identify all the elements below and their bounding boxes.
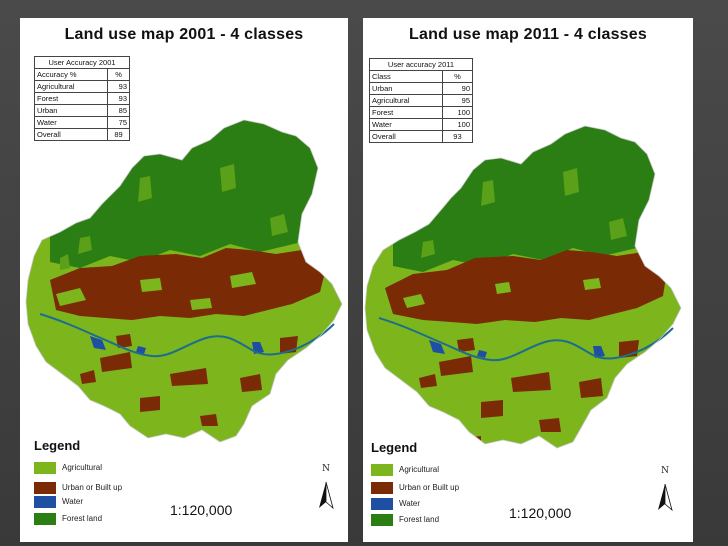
table-header-cell: % [107,68,130,81]
legend-swatch [371,498,393,510]
legend-swatch [371,514,393,526]
legend-swatch [371,464,393,476]
table-row: Forest 93 [33,92,130,105]
accuracy-table-2001: User Accuracy 2001 Accuracy % % Agricult… [33,56,130,141]
legend-label: Agricultural [62,463,103,472]
map-scale: 1:120,000 [509,505,572,521]
table-row: Agricultural 93 [33,80,130,93]
legend-swatch [34,482,56,494]
land-use-map-2011 [364,125,682,449]
north-arrow-icon: N [314,464,338,512]
legend-label: Water [62,497,84,506]
table-header-cell: Accuracy % [33,68,109,81]
table-row: Agricultural 95 [369,94,474,107]
table-row: Overall 93 [369,130,474,143]
legend-swatch [34,462,56,474]
table-row: Forest 100 [369,106,474,119]
legend-swatch [371,482,393,494]
legend-label: Forest land [62,514,103,523]
north-arrow-shape [319,481,334,510]
legend-swatch [34,496,56,508]
map-panel-2001: Land use map 2001 - 4 classes User Accur… [20,18,348,542]
table-row: Water 75 [33,116,130,129]
legend-label: Agricultural [399,465,440,474]
table-row: Water 100 [369,118,474,131]
accuracy-table-caption: User Accuracy 2001 [34,56,130,69]
legend-title: Legend [371,440,418,455]
accuracy-table-caption: User accuracy 2011 [369,58,473,71]
table-row: Overall 89 [33,128,130,141]
table-header-cell: Class [369,70,443,83]
north-label: N [661,466,669,476]
legend-title: Legend [34,438,81,453]
land-use-map-2001 [25,119,343,443]
north-arrow-icon: N [653,466,677,514]
table-header-cell: % [441,70,474,83]
map-title-2011: Land use map 2011 - 4 classes [409,26,647,43]
map-scale: 1:120,000 [170,502,233,518]
north-label: N [322,464,330,474]
legend-swatch [34,513,56,525]
table-row: Urban 85 [33,104,130,117]
legend-label: Urban or Built up [399,483,460,492]
legend-label: Water [399,499,421,508]
legend-label: Urban or Built up [62,483,123,492]
accuracy-table-2011: User accuracy 2011 Class % Urban 90 Agric… [369,58,474,143]
map-panel-2011: Land use map 2011 - 4 classes User accur… [363,18,693,542]
legend-label: Forest land [399,515,440,524]
table-row: Urban 90 [369,82,474,95]
north-arrow-shape [658,483,673,512]
map-title-2001: Land use map 2001 - 4 classes [64,26,304,43]
